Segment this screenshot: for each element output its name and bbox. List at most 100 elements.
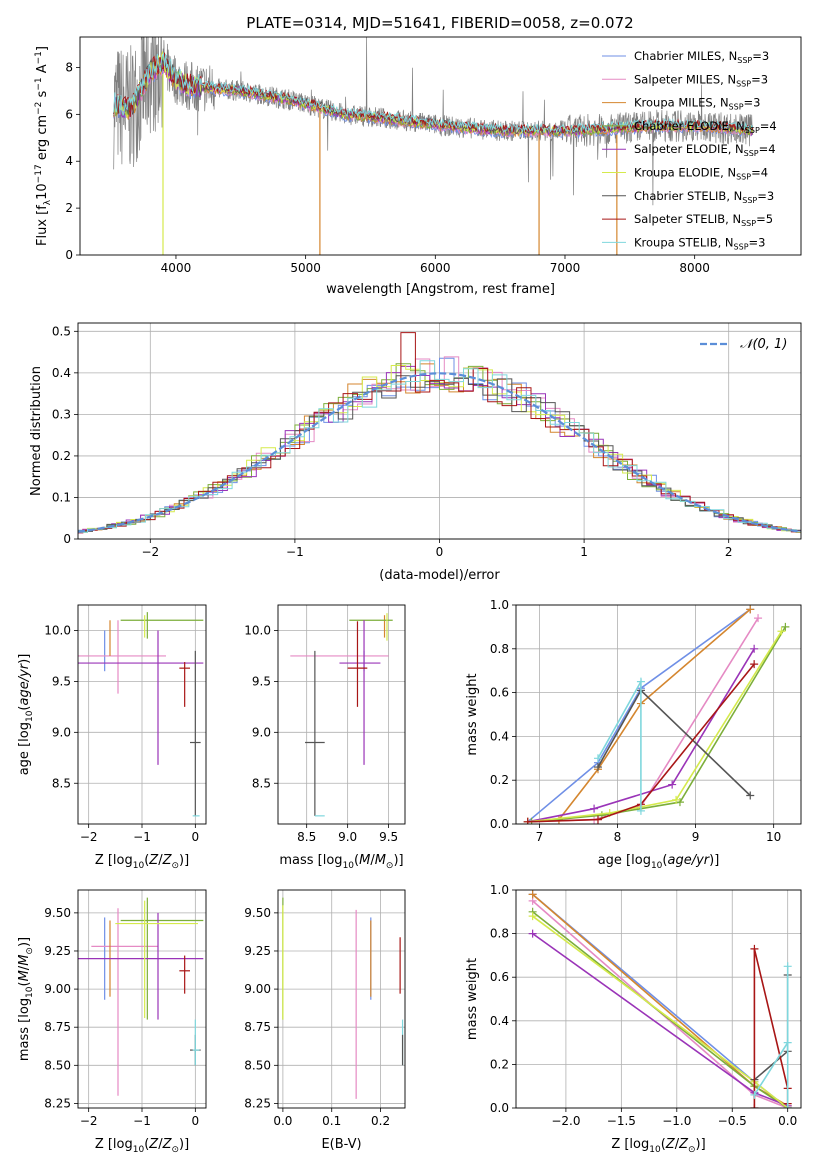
- x-axis-label: Z [log10(Z/Z⊙)]: [611, 1137, 705, 1155]
- legend-entry: Salpeter STELIB, NSSP=5: [634, 212, 773, 228]
- weight-marker-chab_stelib: [746, 791, 755, 800]
- y-tick-label: 0.1: [52, 490, 71, 504]
- x-tick-label: −1: [133, 1114, 151, 1128]
- weight-marker-krou_stelib: [783, 1038, 792, 1047]
- weight-marker-salp_elodie: [668, 780, 677, 789]
- weight-marker-krou_stelib: [783, 1104, 792, 1108]
- x-tick-label: 0.1: [322, 1114, 341, 1128]
- x-axis-label: E(B-V): [321, 1137, 361, 1152]
- x-tick-label: 2: [725, 545, 733, 559]
- weight-marker-krou_miles: [746, 605, 755, 614]
- y-tick-label: 9.50: [44, 906, 71, 920]
- y-tick-label: 0: [63, 532, 71, 546]
- y-tick-label: 0.2: [490, 773, 509, 787]
- weight-line-chab_stelib: [597, 689, 751, 797]
- y-tick-label: 0: [65, 248, 73, 262]
- errorbar-group: [78, 897, 204, 1096]
- y-axis-label: mass [log10(M/M⊙)]: [17, 937, 35, 1061]
- model-spectrum-krou_stelib: [113, 51, 754, 134]
- x-tick-label: 9: [692, 830, 700, 844]
- weight-vs-metallicity-panel: −2.0 −1.5 −1.0 −0.5 0.0 0.0 0.2 0.4 0.6 0.8 1.0 mas…: [465, 883, 802, 1155]
- weights-group: [523, 605, 790, 824]
- weight-marker-krou_elodie: [528, 912, 537, 921]
- y-tick-label: 1.0: [490, 883, 509, 897]
- weight-line-salp_elodie: [532, 932, 788, 1107]
- x-tick-label: −2.0: [551, 1114, 580, 1128]
- y-tick-label: 8.50: [44, 1058, 71, 1072]
- weight-marker-krou_elodie: [672, 795, 681, 804]
- x-tick-label: −0.5: [718, 1114, 747, 1128]
- y-tick-label: 0.4: [52, 366, 71, 380]
- weight-marker-salp_stelib: [523, 817, 532, 824]
- y-tick-label: 9.00: [44, 982, 71, 996]
- x-tick-label: 0: [192, 830, 200, 844]
- x-tick-label: −2: [80, 1114, 98, 1128]
- weight-line-chab_stelib: [753, 975, 789, 1081]
- mass-vs-ebv-panel: 0.0 0.1 0.2 8.25 8.50 8.75 9.00 9.25 9.50 E(B-V): [244, 889, 406, 1152]
- y-tick-label: 0.3: [52, 407, 71, 421]
- errorbar-group: [282, 897, 404, 1099]
- x-tick-label: −1.5: [607, 1114, 636, 1128]
- spectrum-panel: 4000 5000 6000 7000 8000 0 2 4 6 8 wavelength [Ang…: [34, 36, 802, 297]
- x-tick-label: −1: [286, 545, 304, 559]
- x-axis-label: wavelength [Angstrom, rest frame]: [326, 282, 555, 297]
- axes-frame: [77, 322, 802, 540]
- weight-marker-salp_stelib: [750, 944, 759, 953]
- errorbar-group: [290, 613, 393, 817]
- x-tick-label: 0: [192, 1114, 200, 1128]
- weight-line-krou_stelib: [753, 966, 789, 1108]
- axes-frame: [515, 889, 802, 1109]
- legend-entry: Kroupa ELODIE, NSSP=4: [634, 166, 768, 182]
- y-tick-label: 0.6: [490, 970, 509, 984]
- y-tick-label: 0.6: [490, 686, 509, 700]
- weight-marker-krou_stelib: [750, 1090, 759, 1099]
- y-tick-label: 0.5: [52, 324, 71, 338]
- x-tick-label: −2: [141, 545, 159, 559]
- weight-marker-chab_elodie: [781, 622, 790, 631]
- x-tick-label: 0.0: [273, 1114, 292, 1128]
- y-tick-label: 8.5: [252, 776, 271, 790]
- y-tick-label: 8.50: [244, 1058, 271, 1072]
- weight-marker-krou_stelib: [636, 677, 645, 686]
- y-tick-label: 10.0: [244, 623, 271, 637]
- y-axis-label: Normed distribution: [29, 366, 44, 496]
- y-tick-label: 1.0: [490, 598, 509, 612]
- weight-line-krou_elodie: [532, 915, 789, 1108]
- legend-entry: Salpeter MILES, NSSP=3: [634, 72, 768, 88]
- weight-marker-salp_elodie: [590, 804, 599, 813]
- figure-title: PLATE=0314, MJD=51641, FIBERID=0058, z=0…: [246, 14, 633, 32]
- weight-marker-salp_elodie: [528, 929, 537, 938]
- legend-entry: Salpeter ELODIE, NSSP=4: [634, 142, 776, 158]
- y-tick-label: 9.0: [52, 725, 71, 739]
- weights-group: [528, 890, 792, 1108]
- mass-vs-metallicity-panel: −2 −1 0 8.25 8.50 8.75 9.00 9.25 9.50 Z [log10(Z/…: [17, 889, 207, 1155]
- y-tick-label: 0.4: [490, 1014, 509, 1028]
- x-tick-label: 10: [766, 830, 781, 844]
- y-tick-label: 0.2: [490, 1057, 509, 1071]
- y-tick-label: 0.0: [490, 817, 509, 831]
- y-tick-label: 8.75: [44, 1020, 71, 1034]
- x-tick-label: 8000: [679, 261, 710, 275]
- spectrum-data-group: [113, 37, 754, 255]
- x-tick-label: 9.5: [379, 830, 398, 844]
- x-tick-label: 9.0: [338, 830, 357, 844]
- legend-entry: Chabrier STELIB, NSSP=3: [634, 189, 774, 205]
- y-tick-label: 0.4: [490, 729, 509, 743]
- y-tick-label: 0.0: [490, 1101, 509, 1115]
- x-axis-label: mass [log10(M/M⊙)]: [279, 853, 403, 871]
- y-tick-label: 0.2: [52, 449, 71, 463]
- age-vs-metallicity-panel: −2 −1 0 8.5 9.0 9.5 10.0 Z [log10(Z/Z⊙)] age [lo…: [17, 604, 207, 871]
- weight-marker-krou_stelib: [636, 806, 645, 815]
- y-tick-label: 9.50: [244, 906, 271, 920]
- y-tick-label: 8.75: [244, 1020, 271, 1034]
- y-tick-label: 0.8: [490, 642, 509, 656]
- y-axis-label: age [log10(age/yr)]: [17, 654, 35, 776]
- y-tick-label: 9.25: [244, 944, 271, 958]
- legend-entry: Chabrier MILES, NSSP=3: [634, 49, 769, 65]
- weight-line-chab_miles: [527, 608, 751, 823]
- y-tick-label: 4: [65, 154, 73, 168]
- y-tick-label: 9.0: [252, 725, 271, 739]
- y-tick-label: 2: [65, 201, 73, 215]
- weight-line-krou_elodie: [527, 630, 783, 823]
- x-tick-label: 1: [580, 545, 588, 559]
